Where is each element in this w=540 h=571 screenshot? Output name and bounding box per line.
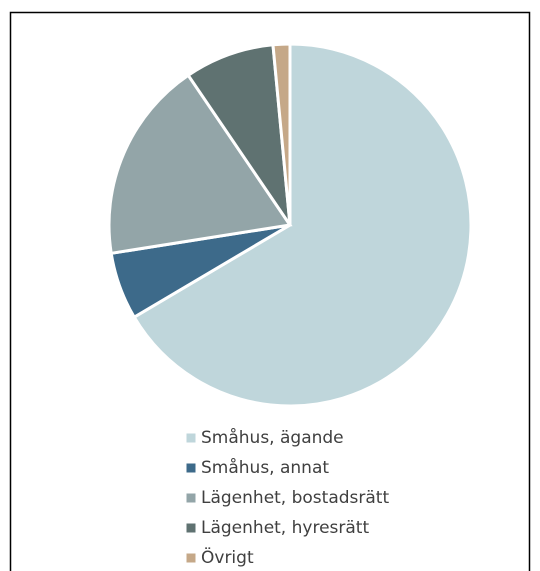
legend-label: Småhus, annat: [201, 457, 329, 478]
legend-label: Lägenhet, bostadsrätt: [201, 488, 389, 508]
legend-swatch: [185, 552, 197, 564]
pie-slice: [132, 42, 473, 408]
pie-slice: [271, 42, 292, 226]
legend-label: Småhus, ägande: [201, 427, 344, 448]
legend-label: Lägenhet, hyresrätt: [201, 518, 369, 538]
legend-swatch: [185, 522, 197, 534]
pie-slice: [107, 73, 293, 256]
legend-swatch: [185, 492, 197, 504]
legend-swatch: [185, 432, 197, 444]
pie-slice: [186, 43, 292, 226]
frame: [9, 11, 531, 571]
legend-label: Övrigt: [201, 546, 254, 568]
legend-swatch: [185, 462, 197, 474]
